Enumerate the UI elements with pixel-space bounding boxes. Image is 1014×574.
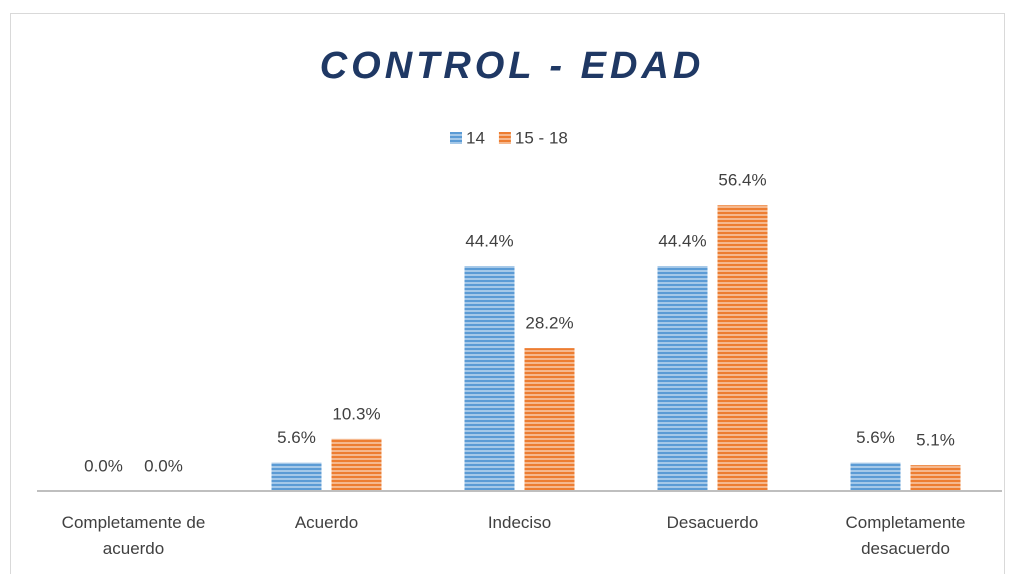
bar [910, 465, 961, 491]
x-tick-label: Acuerdo [294, 513, 359, 532]
value-label: 10.3% [332, 404, 380, 423]
value-label: 44.4% [658, 232, 706, 251]
legend-label: 15 - 18 [515, 128, 568, 147]
legend-swatch [450, 132, 462, 144]
value-label: 44.4% [465, 232, 513, 251]
legend-swatch [498, 132, 511, 144]
value-label: 28.2% [525, 314, 573, 333]
chart-title: CONTROL - EDAD [320, 45, 705, 87]
legend-label: 14 [466, 128, 485, 147]
value-label: 5.6% [277, 428, 316, 447]
value-label: 0.0% [144, 456, 183, 475]
bar [717, 205, 768, 492]
bar [271, 462, 322, 491]
value-label: 5.6% [856, 428, 895, 447]
bar [657, 266, 708, 491]
x-tick-label: Desacuerdo [666, 513, 759, 532]
bar [331, 438, 382, 491]
value-label: 56.4% [718, 171, 766, 190]
value-label: 0.0% [84, 456, 123, 475]
chart-frame [10, 13, 1005, 574]
x-tick-label: Completamente desacuerdo [845, 513, 966, 558]
value-label: 5.1% [916, 431, 955, 450]
bar [464, 266, 515, 491]
bar [850, 462, 901, 491]
bar [524, 348, 575, 491]
x-tick-label: Completamente de acuerdo [61, 513, 206, 558]
x-tick-label: Indeciso [487, 513, 552, 532]
